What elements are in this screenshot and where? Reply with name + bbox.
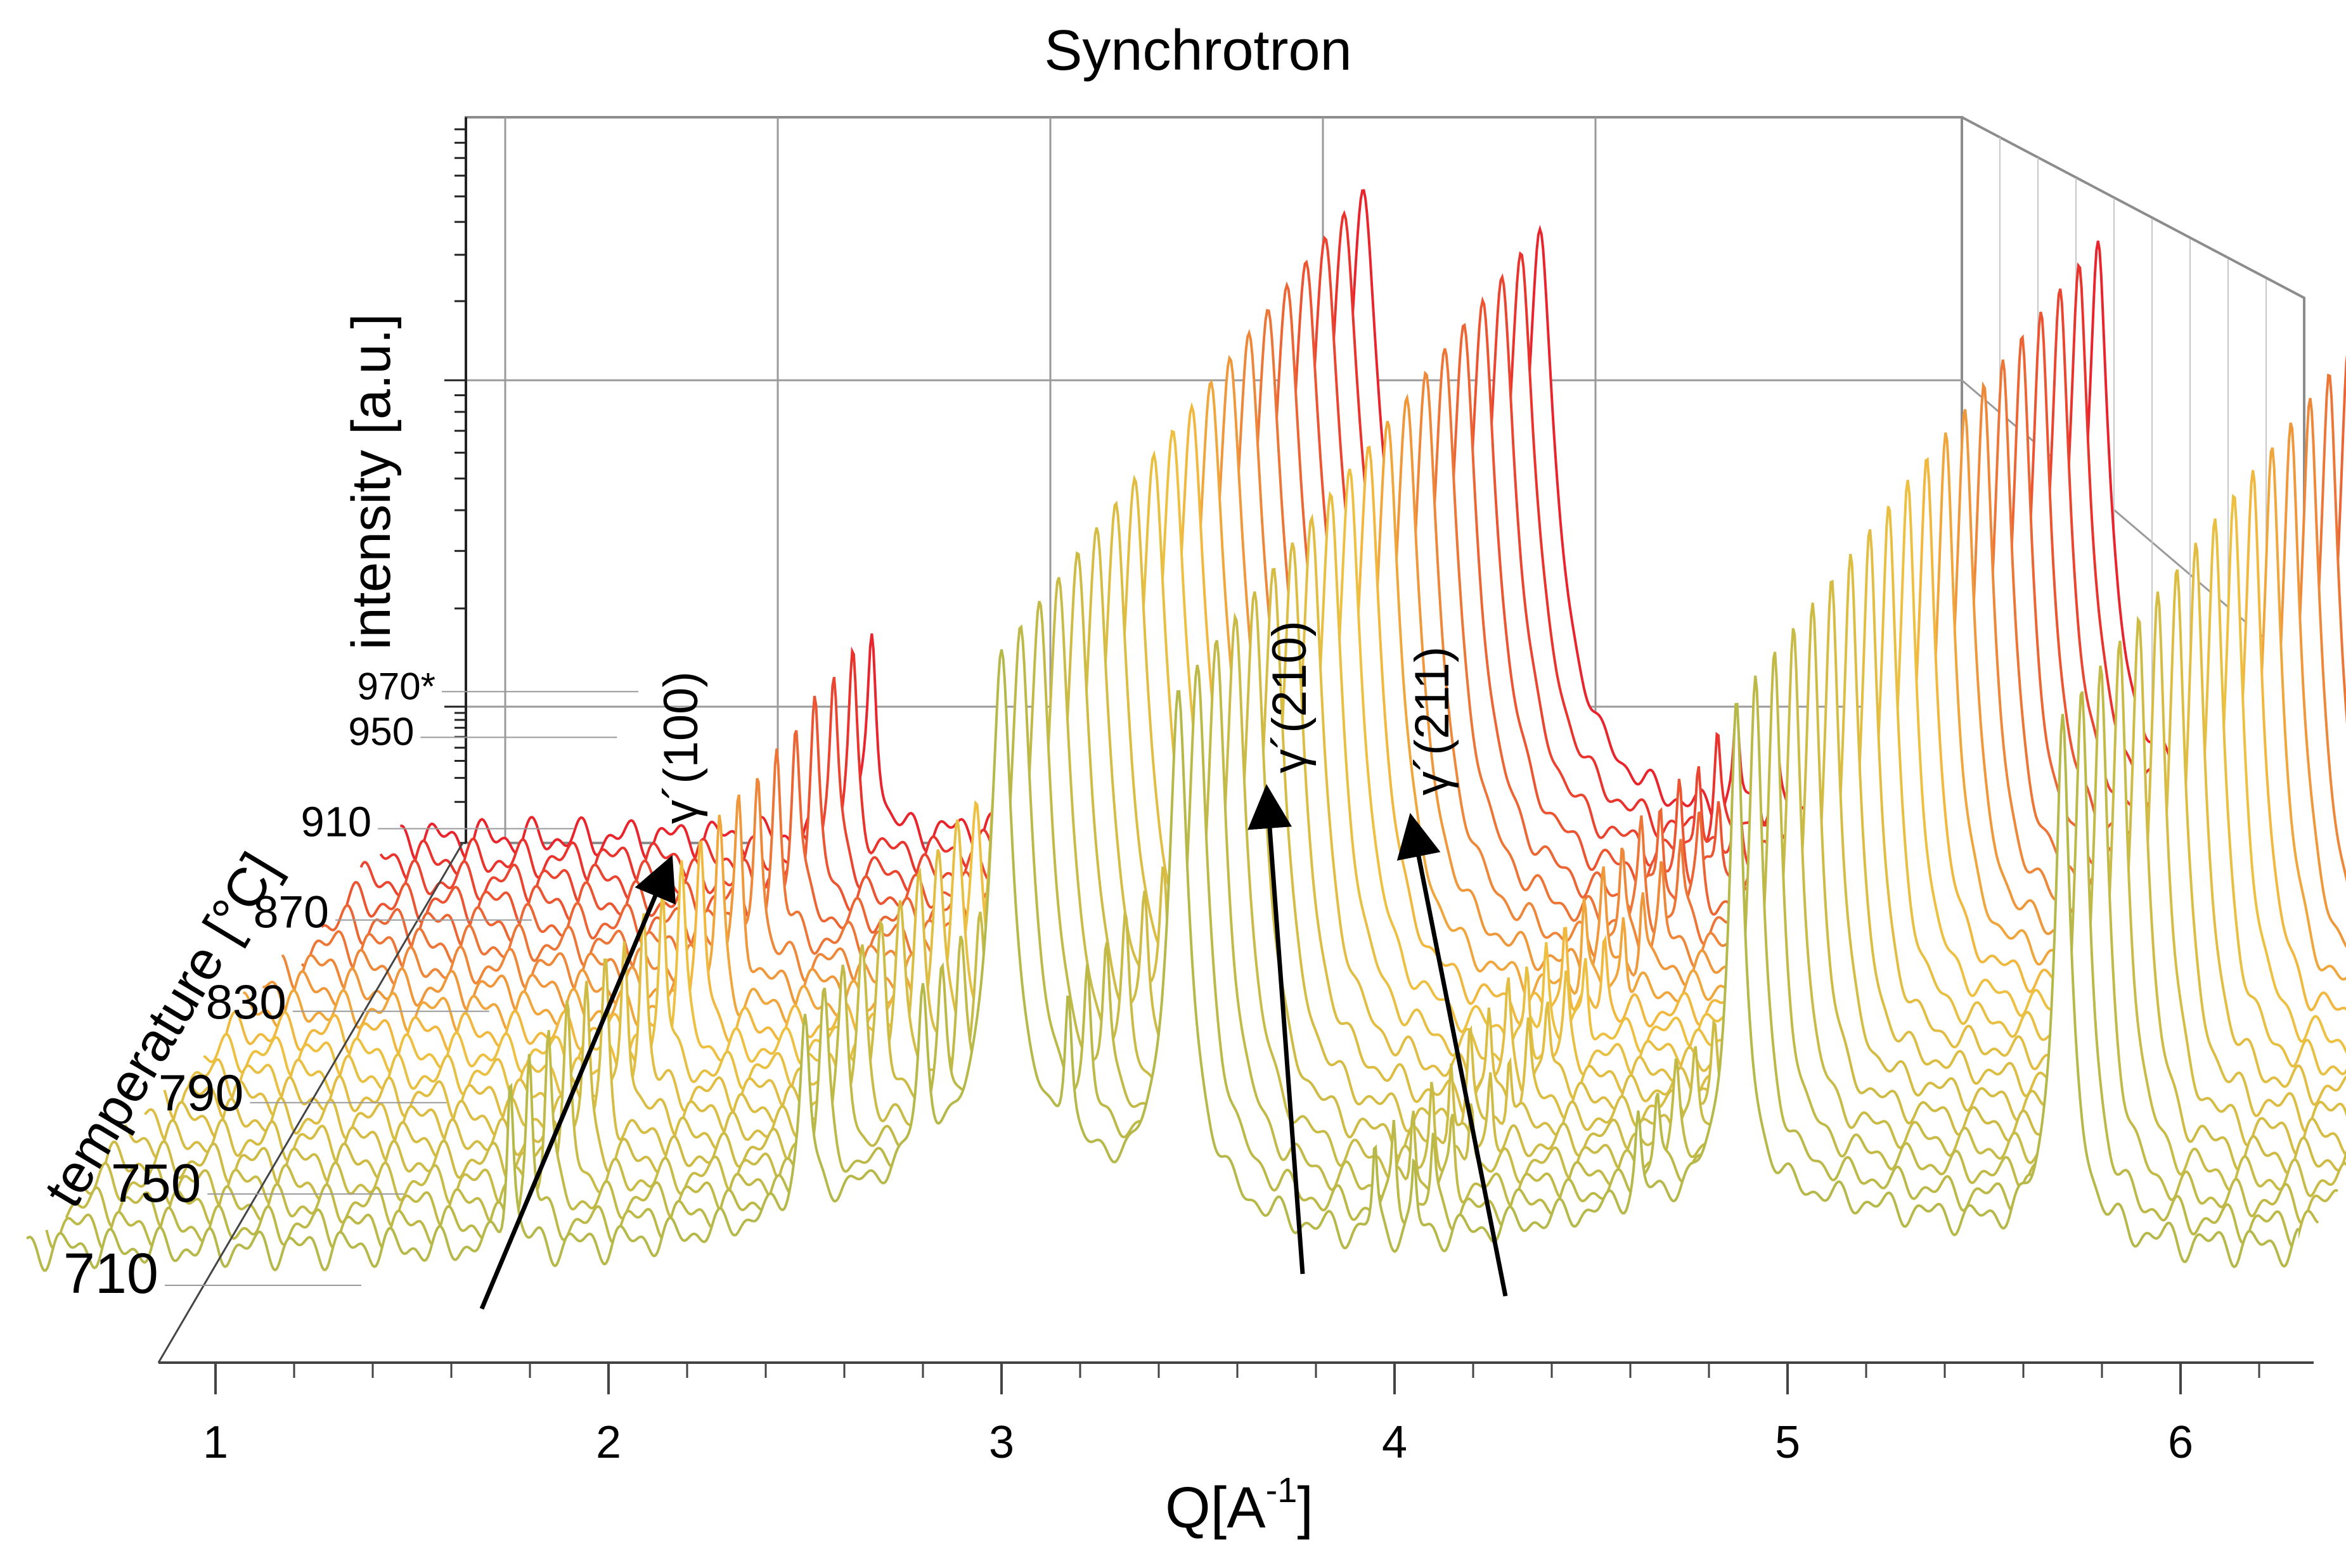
x-axis-label: Q[A-1] bbox=[1165, 1470, 1313, 1540]
x-axis-label-main: Q[A bbox=[1165, 1475, 1266, 1540]
temperature-tick-label: 830 bbox=[206, 976, 287, 1030]
annotation-arrow bbox=[1396, 813, 1508, 1297]
x-axis-label-end: ] bbox=[1297, 1475, 1313, 1540]
temperature-tick-label: 950 bbox=[348, 710, 414, 754]
x-tick-label: 5 bbox=[1775, 1417, 1800, 1468]
series-mask bbox=[27, 649, 2299, 1382]
temperature-tick-label: 790 bbox=[158, 1065, 244, 1122]
temperature-tick-label: 910 bbox=[301, 798, 372, 845]
temperature-tick-label: 870 bbox=[254, 887, 329, 938]
x-tick-label: 1 bbox=[203, 1417, 228, 1468]
temperature-tick-label: 710 bbox=[63, 1242, 158, 1306]
annotation-label: γ´(100) bbox=[654, 671, 708, 824]
x-tick-label: 3 bbox=[989, 1417, 1014, 1468]
annotation-label: γ´(211) bbox=[1405, 646, 1459, 795]
temperature-tick-label: 750 bbox=[111, 1154, 201, 1214]
series-layer bbox=[26, 189, 2346, 1382]
annotation-layer: γ´(100) γ´(210) γ´(211) bbox=[479, 620, 1508, 1310]
annotation-label: γ´(210) bbox=[1263, 620, 1317, 773]
x-axis-label-sup: -1 bbox=[1266, 1470, 1298, 1510]
x-tick-label: 2 bbox=[596, 1417, 621, 1468]
y-axis-label: intensity [a.u.] bbox=[341, 314, 402, 650]
temperature-tick-label: 970* bbox=[358, 665, 435, 707]
x-tick-label: 4 bbox=[1382, 1417, 1407, 1468]
annotation-arrow bbox=[1247, 784, 1305, 1275]
x-tick-label: 6 bbox=[2168, 1417, 2193, 1468]
chart-title: Synchrotron bbox=[1044, 19, 1351, 82]
annotation-arrow bbox=[479, 855, 676, 1310]
series-line bbox=[26, 649, 2300, 1272]
